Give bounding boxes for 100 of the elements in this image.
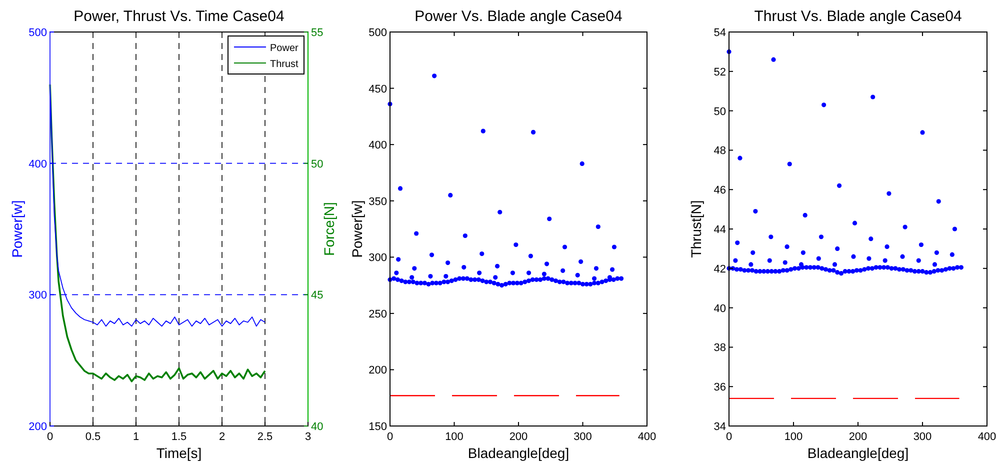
y-tick-label: 300 xyxy=(28,290,47,302)
point xyxy=(832,262,838,267)
y-tick-label: 450 xyxy=(368,83,387,96)
point xyxy=(870,94,876,100)
y-tick-label: 250 xyxy=(368,308,387,320)
point xyxy=(884,244,890,250)
point xyxy=(432,74,437,78)
point xyxy=(733,258,738,263)
point xyxy=(918,242,924,248)
point xyxy=(610,267,615,272)
y-tick-label: 40 xyxy=(714,302,726,315)
point xyxy=(950,252,954,257)
point xyxy=(396,257,401,262)
x-tick-label: 300 xyxy=(574,431,592,443)
y-axis-title: Power[w] xyxy=(349,200,365,258)
x-axis-title: Bladeangle[deg] xyxy=(807,445,909,461)
y-tick-label: 44 xyxy=(714,224,726,236)
y-tick-label: 52 xyxy=(714,66,726,78)
y2-tick-label: 45 xyxy=(311,290,324,302)
point xyxy=(578,259,584,264)
y-tick-label: 200 xyxy=(368,364,387,377)
y-tick-label: 42 xyxy=(714,263,726,276)
y2-tick-label: 40 xyxy=(311,421,324,433)
point xyxy=(594,266,599,271)
legend-label: Thrust xyxy=(270,59,299,70)
y-tick-label: 400 xyxy=(368,140,387,152)
x-axis-title: Bladeangle[deg] xyxy=(468,445,570,461)
point xyxy=(526,270,532,276)
chart-title: Thrust Vs. Blade angle Case04 xyxy=(754,8,962,25)
y-tick-label: 50 xyxy=(714,106,726,118)
point xyxy=(866,256,872,261)
point xyxy=(753,208,758,214)
y-tick-label: 150 xyxy=(368,421,387,433)
point xyxy=(394,270,399,276)
point xyxy=(767,258,772,263)
x-tick-label: 0 xyxy=(46,431,54,443)
point xyxy=(798,262,804,267)
point xyxy=(493,275,498,280)
x-tick-label: 0 xyxy=(726,431,732,443)
point xyxy=(414,231,419,236)
point xyxy=(735,240,740,246)
point xyxy=(398,186,403,191)
point xyxy=(530,130,536,134)
y-tick-label: 400 xyxy=(28,158,47,170)
point xyxy=(448,192,453,198)
point xyxy=(800,250,806,255)
x-tick-label: 1 xyxy=(132,431,140,443)
y-tick-label: 500 xyxy=(28,27,47,39)
y2-tick-label: 55 xyxy=(311,27,324,39)
point xyxy=(528,254,534,258)
point xyxy=(818,234,824,240)
y-tick-label: 200 xyxy=(28,421,47,433)
point xyxy=(410,275,414,280)
point xyxy=(547,216,552,222)
x-tick-label: 400 xyxy=(638,431,656,443)
point xyxy=(902,224,908,230)
point xyxy=(477,270,482,276)
x-axis-title: Time[s] xyxy=(156,445,202,461)
point xyxy=(480,251,484,256)
y2-axis-title: Force[N] xyxy=(321,202,337,256)
x-tick-label: 0 xyxy=(386,431,394,443)
point xyxy=(412,266,417,271)
point xyxy=(429,252,434,258)
x-tick-label: 3 xyxy=(304,431,312,443)
y-tick-label: 38 xyxy=(714,342,726,354)
point xyxy=(462,233,468,238)
y-tick-label: 36 xyxy=(714,382,726,394)
y-tick-label: 54 xyxy=(714,27,726,39)
point xyxy=(494,264,500,268)
x-tick-label: 200 xyxy=(848,431,868,443)
point xyxy=(462,264,466,270)
point xyxy=(771,57,776,62)
y-tick-label: 48 xyxy=(714,145,726,158)
point xyxy=(916,258,921,263)
point xyxy=(748,262,754,267)
point xyxy=(612,244,617,250)
point xyxy=(428,274,433,279)
y-axis-title: Power[w] xyxy=(9,200,25,258)
point xyxy=(444,274,448,279)
y-tick-label: 46 xyxy=(714,184,726,197)
point xyxy=(852,220,858,226)
x-tick-label: 2.5 xyxy=(257,431,273,443)
point xyxy=(886,191,892,196)
point xyxy=(592,276,597,281)
point xyxy=(768,234,774,240)
point xyxy=(596,224,600,230)
point xyxy=(446,260,450,266)
point xyxy=(580,161,584,166)
x-tick-label: 1.5 xyxy=(171,431,187,443)
point xyxy=(480,128,486,134)
point xyxy=(868,236,874,242)
point xyxy=(802,212,808,218)
x-tick-label: 400 xyxy=(978,431,996,443)
y-tick-label: 34 xyxy=(714,421,726,433)
point xyxy=(882,258,888,263)
point xyxy=(920,130,925,135)
point xyxy=(498,210,502,214)
legend-label: Power xyxy=(270,43,300,54)
point xyxy=(738,156,742,160)
point xyxy=(510,270,516,276)
